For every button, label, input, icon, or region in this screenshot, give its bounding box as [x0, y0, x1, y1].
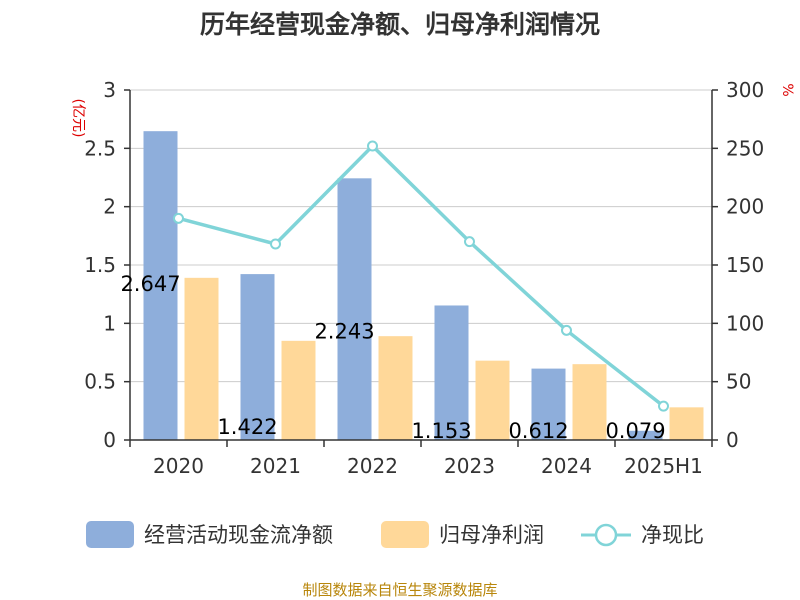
legend-label-net-profit: 归母净利润	[439, 523, 544, 547]
ratio-point	[658, 400, 669, 412]
right-tick-label: 50	[726, 370, 751, 394]
legend-swatch-cashflow	[86, 521, 134, 548]
legend-swatch-net-profit	[381, 521, 429, 548]
left-tick-label: 1	[103, 311, 116, 335]
bar-data-label: 2.647	[120, 272, 180, 296]
axes: 0 0.5 1 1.5 2 2.5 3 0 50 100 150 200 250 300 2020 2021 2…	[84, 78, 764, 478]
bar-data-label: 0.612	[508, 419, 568, 443]
x-tick-label: 2020	[153, 454, 204, 478]
x-tick-label: 2023	[444, 454, 495, 478]
left-tick-label: 2	[103, 195, 116, 219]
x-tick-label: 2022	[347, 454, 398, 478]
bar-net-profit	[572, 364, 607, 440]
x-tick-label: 2025H1	[624, 454, 703, 478]
bar-cashflow	[143, 131, 178, 440]
left-tick-label: 1.5	[84, 253, 116, 277]
chart-title: 历年经营现金净额、归母净利润情况	[200, 10, 600, 39]
left-tick-label: 3	[103, 78, 116, 102]
bar-cashflow	[434, 305, 469, 440]
ratio-point	[270, 238, 281, 250]
right-axis-unit: %	[779, 83, 795, 96]
ratio-line	[178, 143, 665, 408]
left-tick-label: 2.5	[84, 136, 116, 160]
left-tick-label: 0	[103, 428, 116, 452]
bar-net-profit	[378, 336, 413, 440]
bar-net-profit	[669, 407, 704, 440]
bar-cashflow	[240, 274, 275, 440]
right-tick-label: 300	[726, 78, 764, 102]
right-tick-label: 0	[726, 428, 739, 452]
legend-label-ratio: 净现比	[641, 523, 704, 547]
bar-data-label: 0.079	[605, 419, 665, 443]
bar-data-label: 1.422	[217, 415, 277, 439]
left-axis-unit: (亿元)	[70, 99, 86, 138]
ratio-point	[464, 236, 475, 248]
bar-data-label: 1.153	[411, 419, 471, 443]
legend: 经营活动现金流净额 归母净利润 净现比	[86, 521, 704, 548]
x-tick-label: 2024	[541, 454, 592, 478]
bar-net-profit	[184, 277, 219, 440]
bar-net-profit	[475, 360, 510, 440]
ratio-point	[561, 324, 572, 336]
ratio-point	[173, 212, 184, 224]
right-tick-label: 200	[726, 195, 764, 219]
right-tick-label: 100	[726, 311, 764, 335]
bar-cashflow	[628, 430, 663, 440]
bar-cashflow	[531, 368, 566, 440]
bar-cashflow	[337, 178, 372, 441]
ratio-point	[367, 140, 378, 152]
line-series	[173, 140, 669, 412]
bar-net-profit	[281, 340, 316, 440]
data-labels: 2.647 1.422 2.243 1.153 0.612 0.079	[120, 272, 665, 443]
bars	[143, 131, 704, 441]
left-tick-label: 0.5	[84, 370, 116, 394]
legend-marker-ratio	[594, 523, 618, 547]
gridlines	[130, 89, 712, 383]
right-tick-label: 150	[726, 253, 764, 277]
right-tick-label: 250	[726, 136, 764, 160]
legend-label-cashflow: 经营活动现金流净额	[144, 523, 333, 547]
bar-data-label: 2.243	[314, 319, 374, 343]
source-note: 制图数据来自恒生聚源数据库	[302, 581, 497, 599]
x-tick-label: 2021	[250, 454, 301, 478]
